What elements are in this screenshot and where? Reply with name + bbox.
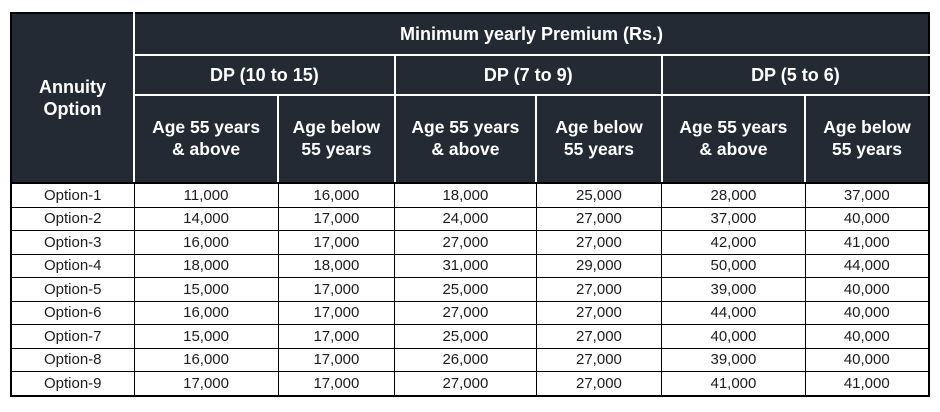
premium-value: 25,000: [394, 277, 537, 302]
age-header-dp10-below55: Age below 55 years: [277, 94, 396, 184]
premium-value: 27,000: [535, 347, 663, 372]
age-header-dp5-below55: Age below 55 years: [804, 94, 930, 184]
premium-value: 27,000: [535, 277, 663, 302]
premium-value: 16,000: [133, 347, 279, 372]
premium-value: 25,000: [394, 324, 537, 349]
premium-value: 27,000: [535, 300, 663, 325]
premium-value: 26,000: [394, 347, 537, 372]
option-label: Option-2: [10, 206, 135, 231]
premium-value: 40,000: [804, 324, 930, 349]
table-row: Option-1 11,000 16,000 18,000 25,000 28,…: [10, 182, 930, 208]
table-row: Option-3 16,000 17,000 27,000 27,000 42,…: [10, 230, 930, 255]
premium-value: 15,000: [133, 324, 279, 349]
premium-value: 17,000: [277, 371, 396, 396]
group-header-dp-7-9: DP (7 to 9): [393, 54, 663, 96]
premium-value: 24,000: [394, 206, 537, 231]
premium-value: 41,000: [804, 230, 930, 255]
option-label: Option-4: [10, 253, 135, 278]
premium-value: 37,000: [804, 182, 930, 208]
premium-value: 18,000: [133, 253, 279, 278]
premium-table: Annuity Option Minimum yearly Premium (R…: [10, 12, 931, 397]
premium-value: 17,000: [277, 230, 396, 255]
table-row: Option-6 16,000 17,000 27,000 27,000 44,…: [10, 300, 930, 325]
age-header-dp7-55above: Age 55 years & above: [393, 94, 538, 184]
premium-value: 16,000: [133, 300, 279, 325]
header-row-ages: Age 55 years & above Age below 55 years …: [11, 94, 930, 184]
premium-value: 17,000: [277, 324, 396, 349]
premium-value: 16,000: [133, 230, 279, 255]
premium-value: 17,000: [277, 300, 396, 325]
premium-value: 44,000: [661, 300, 806, 325]
option-label: Option-6: [10, 300, 135, 325]
premium-value: 17,000: [277, 277, 396, 302]
premium-value: 27,000: [394, 371, 537, 396]
premium-value: 27,000: [535, 371, 663, 396]
premium-value: 14,000: [133, 206, 279, 231]
premium-value: 17,000: [277, 347, 396, 372]
table-row: Option-8 16,000 17,000 26,000 27,000 39,…: [10, 347, 930, 372]
table-row: Option-7 15,000 17,000 25,000 27,000 40,…: [10, 324, 930, 349]
premium-value: 28,000: [661, 182, 806, 208]
premium-value: 27,000: [535, 206, 663, 231]
premium-value: 27,000: [535, 230, 663, 255]
premium-value: 25,000: [535, 182, 663, 208]
age-header-dp5-55above: Age 55 years & above: [660, 94, 807, 184]
premium-value: 17,000: [277, 206, 396, 231]
premium-value: 50,000: [661, 253, 806, 278]
premium-value: 42,000: [661, 230, 806, 255]
premium-value: 27,000: [394, 230, 537, 255]
premium-value: 16,000: [277, 182, 396, 208]
age-header-dp7-below55: Age below 55 years: [535, 94, 663, 184]
premium-value: 27,000: [535, 324, 663, 349]
option-label: Option-1: [10, 182, 135, 208]
premium-value: 40,000: [804, 347, 930, 372]
premium-title-header: Minimum yearly Premium (Rs.): [133, 12, 930, 56]
premium-value: 41,000: [804, 371, 930, 396]
table-row: Option-4 18,000 18,000 31,000 29,000 50,…: [10, 253, 930, 278]
table-row: Option-9 17,000 17,000 27,000 27,000 41,…: [10, 371, 930, 396]
annuity-option-header: Annuity Option: [10, 12, 135, 184]
premium-value: 40,000: [661, 324, 806, 349]
table-row: Option-5 15,000 17,000 25,000 27,000 39,…: [10, 277, 930, 302]
premium-value: 40,000: [804, 206, 930, 231]
header-row-groups: DP (10 to 15) DP (7 to 9) DP (5 to 6): [11, 54, 931, 96]
group-header-dp-5-6: DP (5 to 6): [660, 54, 931, 96]
age-header-dp10-55above: Age 55 years & above: [132, 94, 280, 184]
premium-value: 39,000: [661, 277, 806, 302]
premium-value: 40,000: [804, 277, 930, 302]
premium-value: 40,000: [804, 300, 930, 325]
group-header-dp-10-15: DP (10 to 15): [133, 54, 396, 96]
option-label: Option-9: [10, 371, 135, 396]
premium-value: 31,000: [394, 253, 537, 278]
premium-value: 29,000: [535, 253, 663, 278]
premium-value: 37,000: [661, 206, 806, 231]
premium-value: 17,000: [133, 371, 279, 396]
premium-value: 15,000: [133, 277, 279, 302]
premium-value: 41,000: [661, 371, 806, 396]
option-label: Option-7: [10, 324, 135, 349]
option-label: Option-5: [10, 277, 135, 302]
table-row: Option-2 14,000 17,000 24,000 27,000 37,…: [10, 206, 930, 231]
premium-value: 44,000: [804, 253, 930, 278]
premium-value: 18,000: [277, 253, 396, 278]
premium-value: 11,000: [133, 182, 279, 208]
premium-value: 27,000: [394, 300, 537, 325]
option-label: Option-3: [10, 230, 135, 255]
option-label: Option-8: [10, 347, 135, 372]
premium-value: 39,000: [661, 347, 806, 372]
header-row-title: Annuity Option Minimum yearly Premium (R…: [10, 12, 930, 184]
premium-value: 18,000: [394, 182, 537, 208]
